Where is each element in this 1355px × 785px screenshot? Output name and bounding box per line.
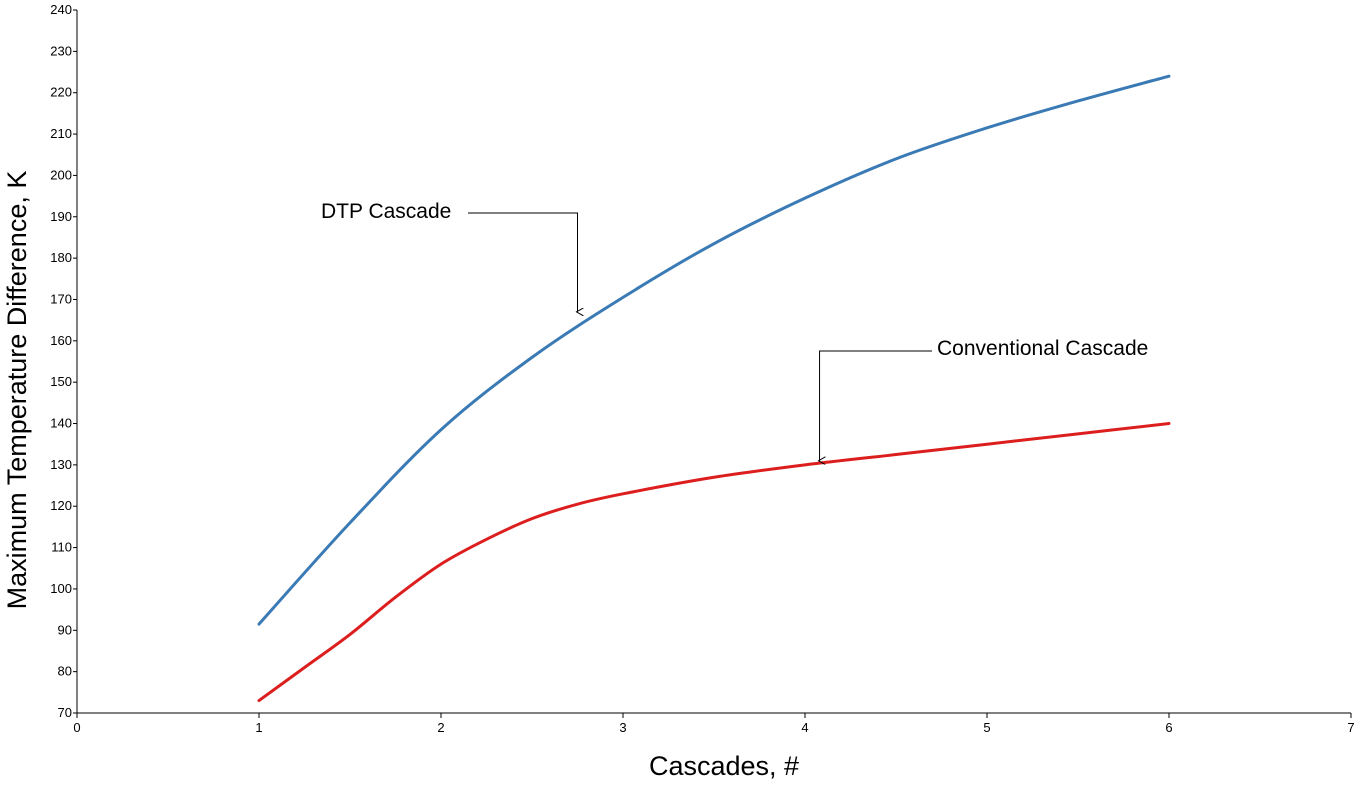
y-tick-label: 150 (50, 374, 72, 389)
annotation-dtp-cascade: DTP Cascade (321, 200, 451, 223)
y-tick-label: 100 (50, 581, 72, 596)
x-tick-label: 0 (73, 720, 80, 735)
series-layer (257, 74, 1171, 703)
axes: 7080901001101201301401501601701801902002… (50, 2, 1354, 735)
x-tick-label: 1 (255, 720, 262, 735)
y-tick-label: 230 (50, 43, 72, 58)
y-tick-label: 180 (50, 250, 72, 265)
annotation-dtp-leader (468, 212, 578, 312)
x-axis-title: Cascades, # (649, 751, 799, 781)
y-tick-label: 90 (58, 622, 72, 637)
x-tick-label: 6 (1165, 720, 1172, 735)
y-tick-label: 120 (50, 498, 72, 513)
annotation-conventional-cascade: Conventional Cascade (937, 337, 1148, 360)
annotation-conventional-leader (820, 350, 932, 461)
y-tick-label: 160 (50, 333, 72, 348)
y-tick-label: 190 (50, 209, 72, 224)
y-tick-label: 220 (50, 85, 72, 100)
x-tick-label: 7 (1347, 720, 1354, 735)
y-tick-label: 80 (58, 664, 72, 679)
series-line-dtp-cascade (257, 74, 1171, 626)
y-tick-label: 140 (50, 416, 72, 431)
y-tick-label: 210 (50, 126, 72, 141)
y-tick-label: 240 (50, 2, 72, 17)
y-tick-label: 170 (50, 291, 72, 306)
annotation-layer: DTP Cascade Conventional Cascade (321, 200, 1148, 461)
y-tick-label: 130 (50, 457, 72, 472)
y-tick-label: 200 (50, 167, 72, 182)
y-tick-label: 70 (58, 705, 72, 720)
y-tick-label: 110 (51, 540, 72, 555)
series-line-conventional-cascade (257, 422, 1171, 703)
x-tick-label: 3 (619, 720, 626, 735)
x-tick-label: 2 (437, 720, 444, 735)
x-tick-label: 4 (801, 720, 808, 735)
y-axis-title: Maximum Temperature Difference, K (2, 171, 32, 610)
x-tick-label: 5 (983, 720, 990, 735)
